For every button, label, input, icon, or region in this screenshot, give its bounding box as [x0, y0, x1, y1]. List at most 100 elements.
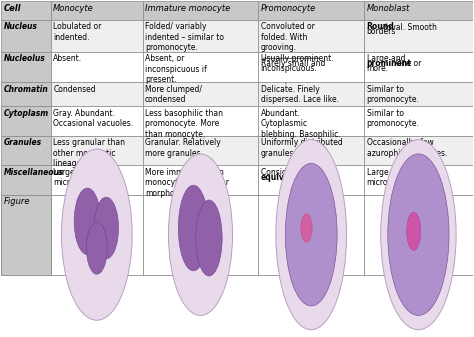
Ellipse shape: [62, 149, 132, 320]
Bar: [1, 106, 51, 136]
Bar: [1, 1, 51, 20]
Bar: [51, 106, 143, 136]
Text: Similar to
promonocyte.: Similar to promonocyte.: [366, 109, 419, 128]
Text: Nucleolus: Nucleolus: [4, 54, 46, 63]
Text: Folded/ variably
indented – similar to
promonocyte.: Folded/ variably indented – similar to p…: [145, 23, 224, 52]
Text: Nucleus: Nucleus: [4, 23, 37, 31]
Ellipse shape: [407, 212, 421, 250]
Ellipse shape: [94, 197, 118, 259]
Text: borders: borders: [366, 27, 396, 36]
Bar: [1, 136, 51, 165]
Bar: [364, 52, 473, 82]
Text: Condensed: Condensed: [53, 85, 96, 94]
Ellipse shape: [168, 154, 233, 315]
Text: Similar to
promonocyte.: Similar to promonocyte.: [366, 85, 419, 104]
Text: Rarely small and: Rarely small and: [261, 59, 325, 68]
Text: More clumped/
condensed: More clumped/ condensed: [145, 85, 202, 104]
Bar: [364, 194, 473, 275]
Bar: [143, 136, 258, 165]
Text: Absent, or
inconspicuous if
present.: Absent, or inconspicuous if present.: [145, 54, 207, 84]
Bar: [51, 194, 143, 275]
Bar: [364, 165, 473, 194]
Bar: [258, 52, 364, 82]
Ellipse shape: [74, 188, 100, 254]
Ellipse shape: [285, 163, 337, 306]
Ellipse shape: [178, 185, 209, 271]
Ellipse shape: [388, 154, 449, 315]
Ellipse shape: [276, 140, 346, 330]
Bar: [51, 20, 143, 52]
Bar: [51, 194, 143, 275]
Text: Large and: Large and: [366, 54, 405, 63]
Bar: [1, 194, 51, 275]
Text: Cytoplasm: Cytoplasm: [4, 109, 49, 118]
Bar: [364, 20, 473, 52]
Bar: [258, 165, 364, 194]
Bar: [143, 1, 258, 20]
Bar: [1, 82, 51, 106]
Text: Figure: Figure: [4, 197, 31, 206]
Text: Round/oval. Smooth
borders: Round/oval. Smooth borders: [366, 23, 444, 42]
Bar: [258, 106, 364, 136]
Text: . One or: . One or: [391, 59, 421, 68]
Text: Delicate. Finely
dispersed. Lace like.: Delicate. Finely dispersed. Lace like.: [261, 85, 338, 104]
Bar: [258, 194, 364, 275]
Text: Immature monocyte: Immature monocyte: [145, 4, 230, 13]
Text: Cell: Cell: [4, 4, 21, 13]
Text: Gray. Abundant.
Occasional vacuoles.: Gray. Abundant. Occasional vacuoles.: [53, 109, 133, 128]
Bar: [1, 194, 51, 275]
Bar: [364, 20, 473, 52]
Bar: [1, 165, 51, 194]
Bar: [1, 52, 51, 82]
Text: More immature than
monocyte, but similar
morphology.: More immature than monocyte, but similar…: [145, 168, 229, 197]
Text: Occasionally, few
azurophilic granules.: Occasionally, few azurophilic granules.: [366, 139, 447, 158]
Bar: [51, 52, 143, 82]
Bar: [51, 82, 143, 106]
Text: Round: Round: [366, 23, 394, 31]
Text: Considered: Considered: [261, 168, 306, 177]
Bar: [258, 52, 364, 82]
Bar: [143, 106, 258, 136]
Bar: [143, 52, 258, 82]
Text: Monocyte: Monocyte: [53, 4, 94, 13]
Text: Granules: Granules: [4, 139, 42, 147]
Bar: [258, 1, 364, 20]
Text: Considered blast
equivalent.: Considered blast equivalent.: [261, 168, 325, 187]
Bar: [364, 106, 473, 136]
Ellipse shape: [196, 200, 222, 276]
Text: Miscellaneous: Miscellaneous: [4, 168, 64, 177]
Text: inconspicuous.: inconspicuous.: [261, 64, 317, 72]
Ellipse shape: [86, 222, 107, 274]
Bar: [143, 194, 258, 275]
Text: prominent: prominent: [366, 59, 411, 68]
Text: /oval. Smooth: /oval. Smooth: [384, 23, 438, 31]
Text: Convoluted or
folded. With
grooving.: Convoluted or folded. With grooving.: [261, 23, 314, 52]
Bar: [143, 165, 258, 194]
Bar: [364, 1, 473, 20]
Bar: [258, 165, 364, 194]
Ellipse shape: [301, 214, 312, 242]
Text: Large cell. 20-30
microns: Large cell. 20-30 microns: [366, 168, 431, 187]
Text: blast: blast: [289, 168, 310, 177]
Text: more.: more.: [366, 64, 389, 72]
Text: Promonocyte: Promonocyte: [261, 4, 316, 13]
Text: Large cell. 20-25
microns: Large cell. 20-25 microns: [53, 168, 117, 187]
Bar: [364, 82, 473, 106]
Bar: [51, 165, 143, 194]
Bar: [143, 82, 258, 106]
Text: equivalent.: equivalent.: [261, 173, 310, 182]
Text: Figure: Figure: [4, 197, 30, 206]
Text: Usually prominent.: Usually prominent.: [261, 54, 333, 63]
Text: Lobulated or
indented.: Lobulated or indented.: [53, 23, 101, 42]
Bar: [143, 194, 258, 275]
Bar: [258, 20, 364, 52]
Text: Monoblast: Monoblast: [366, 4, 410, 13]
Bar: [364, 194, 473, 275]
Bar: [143, 20, 258, 52]
Bar: [1, 20, 51, 52]
Bar: [364, 136, 473, 165]
Text: Uniformly distributed
granules.: Uniformly distributed granules.: [261, 139, 342, 158]
Text: Usually prominent.
Rarely small and
inconspicuous.: Usually prominent. Rarely small and inco…: [261, 54, 333, 84]
Text: Chromatin: Chromatin: [4, 85, 48, 94]
Ellipse shape: [381, 140, 456, 330]
